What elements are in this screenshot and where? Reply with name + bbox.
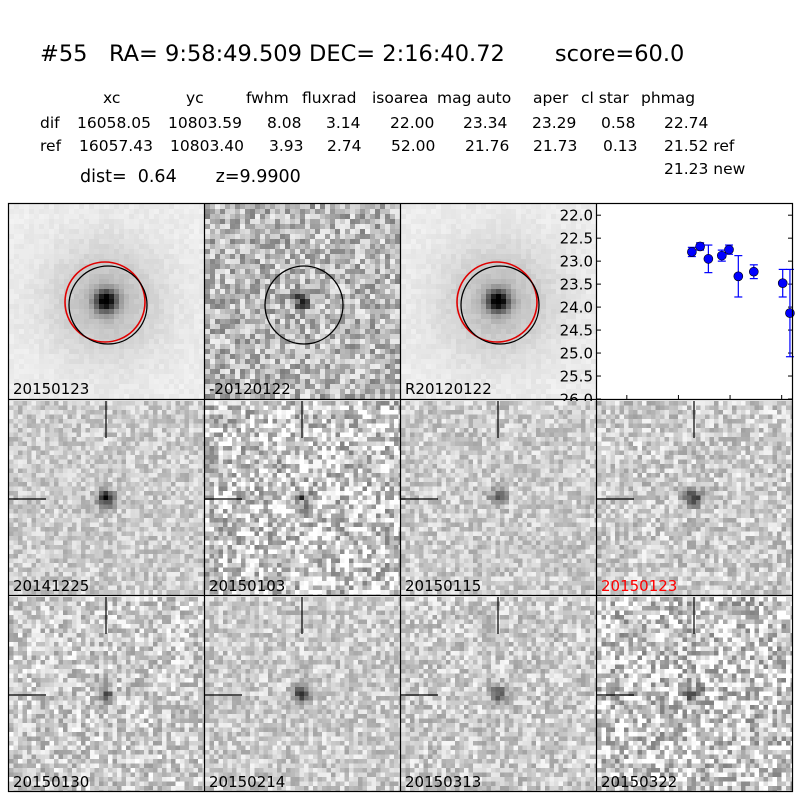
col-header-isoarea: isoarea <box>372 89 428 107</box>
epoch-image <box>401 401 596 596</box>
data-point <box>733 271 744 282</box>
epoch-image <box>597 401 792 596</box>
dist-z-readout: dist= 0.64 z=9.9900 <box>80 167 301 187</box>
col-header-mag-auto: mag auto <box>437 89 511 107</box>
page-title: #55 RA= 9:58:49.509 DEC= 2:16:40.72 scor… <box>40 41 684 67</box>
cell: 23.34 <box>463 114 507 132</box>
cell: 8.08 <box>267 114 302 132</box>
row-name-dif: dif <box>40 114 60 132</box>
cell: 3.14 <box>326 114 361 132</box>
epoch-label: 20150313 <box>405 773 481 791</box>
epoch-label: 20150103 <box>209 577 285 595</box>
epoch-image <box>9 401 204 596</box>
col-header-fluxrad: fluxrad <box>302 89 356 107</box>
data-point <box>724 244 734 255</box>
cell: 23.29 <box>532 114 576 132</box>
cell: 0.13 <box>603 137 638 155</box>
col-header-cl-star: cl star <box>581 89 629 107</box>
stamp-panel: -20120122 <box>205 204 400 399</box>
stamp-image <box>9 204 204 399</box>
epoch-label: 20141225 <box>13 577 89 595</box>
epoch-label: 20150322 <box>601 773 677 791</box>
epoch-panel: 20150214 <box>205 597 400 792</box>
epoch-image <box>9 597 204 792</box>
cell: 16057.43 <box>79 137 153 155</box>
epoch-panel: 20150123 <box>597 401 792 596</box>
col-header-fwhm: fwhm <box>246 89 289 107</box>
cell: 22.74 <box>664 114 708 132</box>
chart-background <box>597 204 792 399</box>
epoch-label: 20150115 <box>405 577 481 595</box>
col-header-aper: aper <box>533 89 568 107</box>
col-header-xc: xc <box>103 89 120 107</box>
data-point <box>687 247 697 257</box>
cell: 21.76 <box>465 137 509 155</box>
epoch-panel: 20141225 <box>9 401 204 596</box>
cell: 0.58 <box>601 114 636 132</box>
cell: 2.74 <box>327 137 362 155</box>
epoch-panel: 20150130 <box>9 597 204 792</box>
data-point <box>748 266 759 277</box>
stamp-panel: 20150123 <box>9 204 204 399</box>
data-point <box>777 278 788 289</box>
epoch-panel: 20150313 <box>401 597 596 792</box>
epoch-image <box>597 597 792 792</box>
stamp-image <box>205 204 400 399</box>
stamp-label: 20150123 <box>13 380 89 398</box>
stamp-label: -20120122 <box>209 380 291 398</box>
epoch-image <box>401 597 596 792</box>
cell: 21.73 <box>533 137 577 155</box>
col-header-yc: yc <box>186 89 204 107</box>
data-series <box>687 241 795 358</box>
cell: 16058.05 <box>77 114 151 132</box>
cell: 21.52 ref <box>664 137 734 155</box>
data-point <box>785 308 795 318</box>
data-point <box>716 250 727 261</box>
row-name-ref: ref <box>40 137 61 155</box>
epoch-image <box>205 401 400 596</box>
epoch-panel: 20150103 <box>205 401 400 596</box>
epoch-panel: 20150322 <box>597 597 792 792</box>
cell: 10803.59 <box>168 114 242 132</box>
cell: 10803.40 <box>170 137 244 155</box>
epoch-label: 20150214 <box>209 773 285 791</box>
cell: 22.00 <box>390 114 434 132</box>
stamp-label: R20120122 <box>405 380 492 398</box>
cell: 3.93 <box>269 137 304 155</box>
epoch-image <box>205 597 400 792</box>
epoch-panel: 20150115 <box>401 401 596 596</box>
new-phmag-value: 21.23 new <box>664 160 745 178</box>
data-point <box>703 254 714 264</box>
cell: 52.00 <box>391 137 435 155</box>
epoch-label: 20150130 <box>13 773 89 791</box>
stamp-panel: R20120122 <box>401 204 596 399</box>
epoch-label: 20150123 <box>601 577 677 595</box>
data-point <box>695 241 705 252</box>
stamp-image <box>401 204 596 399</box>
col-header-phmag: phmag <box>641 89 695 107</box>
